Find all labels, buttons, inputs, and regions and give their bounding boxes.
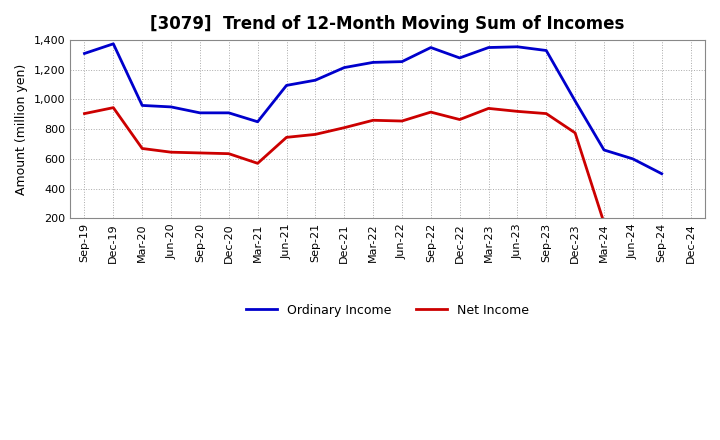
Ordinary Income [426,45,435,50]
Net Income [253,161,262,166]
Ordinary Income [311,77,320,83]
Ordinary Income [80,51,89,56]
Ordinary Income [167,104,176,110]
Ordinary Income [225,110,233,115]
Ordinary Income [657,171,666,176]
Ordinary Income [600,147,608,153]
Net Income [455,117,464,122]
Line: Ordinary Income: Ordinary Income [84,44,662,174]
Line: Net Income: Net Income [84,108,662,240]
Ordinary Income [485,45,493,50]
Net Income [282,135,291,140]
Net Income [571,130,580,136]
Ordinary Income [369,60,377,65]
Ordinary Income [138,103,146,108]
Ordinary Income [513,44,522,49]
Ordinary Income [571,98,580,103]
Net Income [80,111,89,116]
Net Income [485,106,493,111]
Net Income [657,237,666,242]
Ordinary Income [397,59,406,64]
Ordinary Income [629,156,637,161]
Net Income [426,110,435,115]
Net Income [167,150,176,155]
Net Income [196,150,204,156]
Net Income [311,132,320,137]
Net Income [600,220,608,225]
Title: [3079]  Trend of 12-Month Moving Sum of Incomes: [3079] Trend of 12-Month Moving Sum of I… [150,15,625,33]
Net Income [138,146,146,151]
Ordinary Income [282,83,291,88]
Net Income [109,105,117,110]
Net Income [369,117,377,123]
Net Income [225,151,233,156]
Net Income [542,111,551,116]
Net Income [629,230,637,235]
Net Income [397,118,406,124]
Ordinary Income [196,110,204,115]
Ordinary Income [253,119,262,125]
Ordinary Income [542,48,551,53]
Ordinary Income [455,55,464,61]
Ordinary Income [340,65,348,70]
Net Income [340,125,348,130]
Legend: Ordinary Income, Net Income: Ordinary Income, Net Income [240,299,534,323]
Y-axis label: Amount (million yen): Amount (million yen) [15,63,28,195]
Ordinary Income [109,41,117,47]
Net Income [513,109,522,114]
